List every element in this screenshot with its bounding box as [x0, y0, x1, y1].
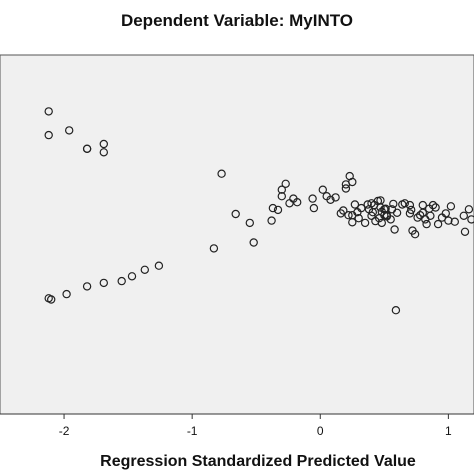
data-point	[418, 200, 427, 210]
data-point	[309, 203, 319, 213]
x-tick-label: -2	[59, 424, 70, 438]
data-point	[127, 272, 137, 281]
data-point	[245, 218, 254, 228]
data-point	[277, 185, 286, 194]
data-point	[450, 217, 459, 226]
data-point	[446, 202, 456, 211]
data-point	[433, 219, 443, 229]
data-point	[154, 261, 164, 270]
data-point	[82, 144, 92, 153]
data-point	[339, 206, 348, 215]
data-point	[431, 203, 440, 212]
data-point	[267, 216, 276, 225]
plot-area	[0, 54, 474, 415]
data-point	[140, 265, 149, 274]
data-point	[326, 195, 335, 204]
data-point	[47, 295, 56, 304]
data-point	[99, 148, 109, 157]
data-point	[407, 205, 416, 215]
data-point	[64, 126, 74, 135]
data-point	[464, 205, 474, 214]
data-point	[348, 218, 357, 227]
data-point	[99, 278, 109, 288]
chart-title: Dependent Variable: MyINTO	[121, 11, 353, 30]
data-point	[363, 200, 372, 209]
data-point	[348, 177, 357, 187]
x-tick-label: -1	[187, 424, 198, 438]
data-point	[44, 107, 53, 116]
data-point	[410, 229, 420, 239]
data-point	[441, 209, 450, 218]
data-point	[344, 210, 353, 220]
data-point	[268, 203, 278, 213]
data-point	[460, 227, 470, 236]
data-point	[281, 179, 290, 188]
data-point	[400, 199, 409, 208]
data-point	[331, 193, 340, 202]
data-point	[273, 205, 283, 215]
data-point	[231, 209, 240, 219]
data-point	[62, 289, 71, 299]
data-point	[413, 213, 422, 222]
data-point	[318, 185, 327, 194]
data-point	[44, 130, 53, 140]
data-point	[350, 200, 360, 209]
data-point	[341, 184, 351, 193]
data-point	[405, 200, 415, 210]
x-axis-ticks: -2 -1 0 1	[59, 414, 452, 438]
data-point	[444, 216, 453, 225]
data-point	[416, 210, 425, 220]
data-point	[360, 218, 370, 228]
data-point	[117, 276, 126, 286]
data-point	[357, 203, 366, 213]
data-point	[367, 211, 376, 220]
data-point	[390, 225, 399, 234]
data-point	[209, 244, 219, 253]
data-point	[389, 199, 398, 209]
data-point	[422, 219, 431, 229]
data-point	[82, 282, 92, 291]
data-point	[467, 215, 474, 224]
data-point	[277, 191, 286, 201]
data-point	[391, 306, 401, 315]
data-point	[354, 213, 363, 223]
data-point	[392, 208, 402, 217]
data-point	[426, 211, 435, 220]
data-point	[308, 194, 317, 203]
data-point	[99, 139, 109, 149]
data-point	[217, 169, 226, 178]
data-point	[386, 215, 395, 224]
x-axis-label: Regression Standardized Predicted Value	[100, 453, 416, 470]
data-point	[376, 196, 385, 205]
data-point	[428, 200, 438, 210]
data-point	[459, 211, 468, 220]
data-points	[44, 107, 474, 315]
data-point	[249, 238, 258, 247]
data-point	[377, 218, 386, 228]
x-tick-label: 1	[445, 424, 452, 438]
x-tick-label: 0	[317, 424, 324, 438]
data-point	[293, 197, 302, 207]
